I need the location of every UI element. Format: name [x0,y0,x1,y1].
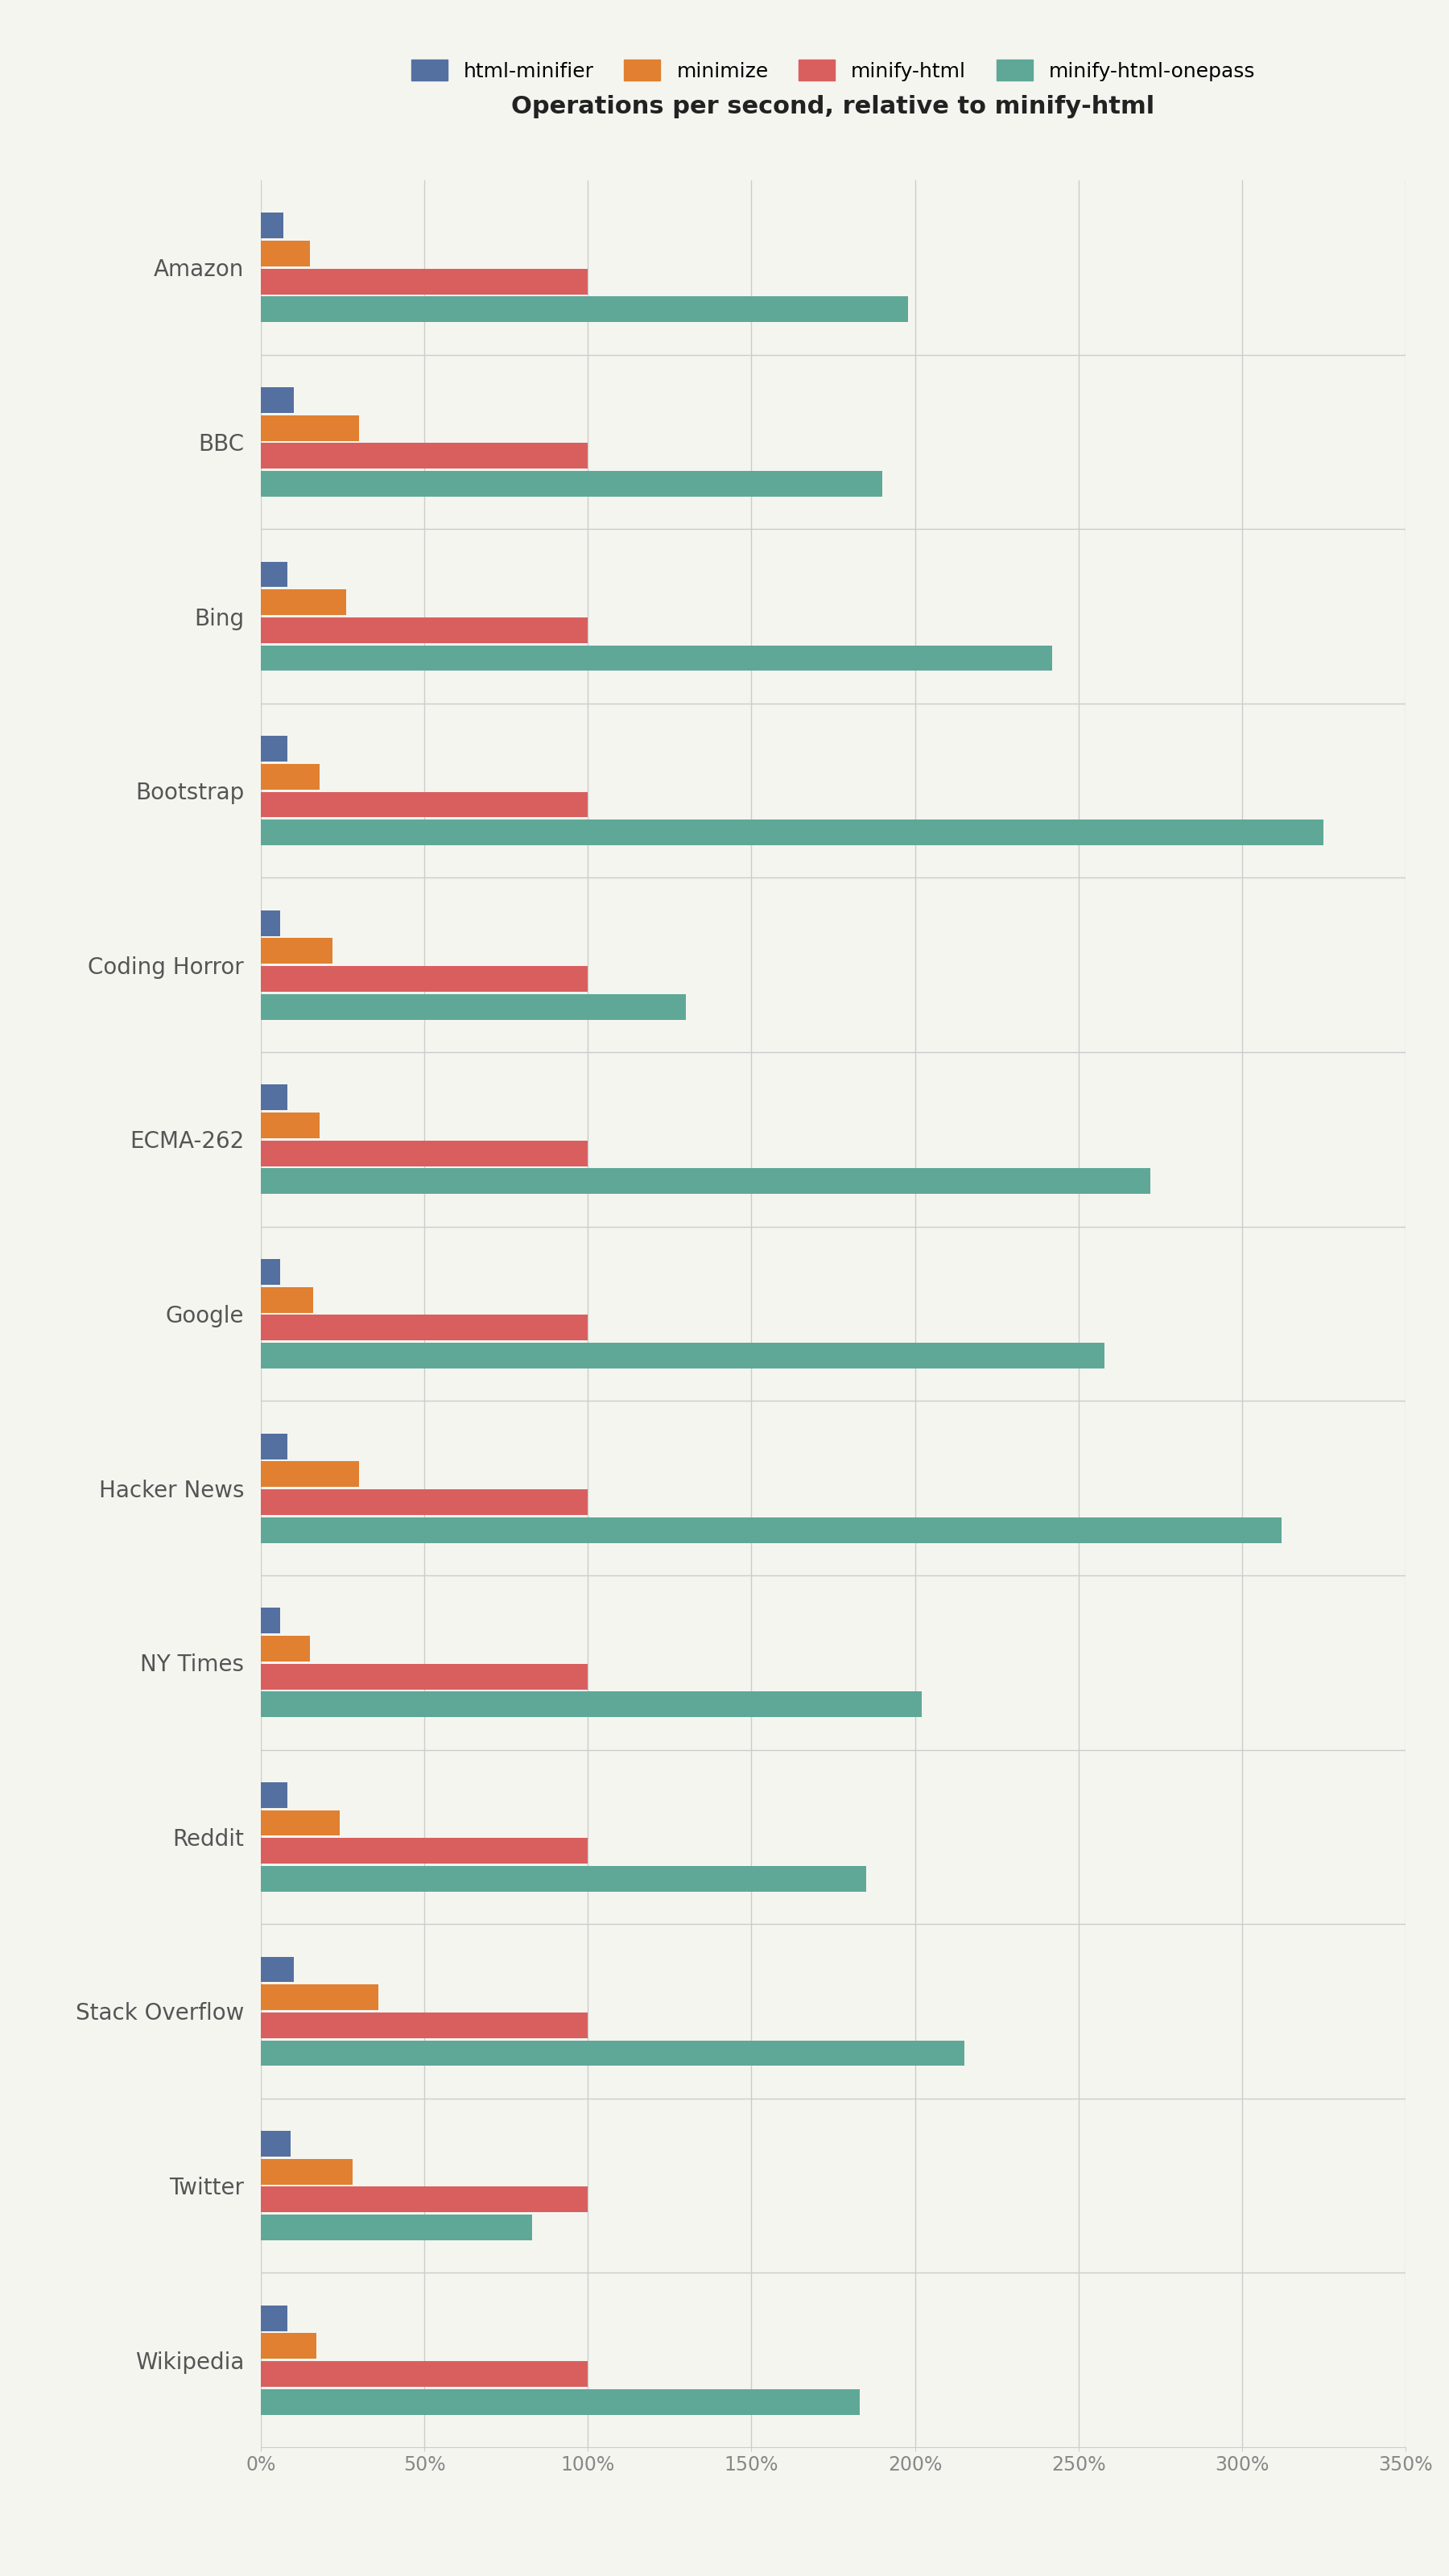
Bar [261,2215,532,2241]
Bar [261,1314,588,1340]
Bar [261,1461,359,1486]
Bar [261,268,588,294]
Bar [261,471,882,497]
Bar [261,1113,320,1139]
Bar [261,938,333,963]
Bar [261,909,281,935]
Bar [261,1783,287,1808]
Bar [261,1489,588,1515]
Bar [261,1288,313,1314]
Bar [261,2012,588,2038]
Bar [261,1958,294,1984]
Bar [261,1260,281,1285]
Bar [261,2388,859,2414]
Bar [261,765,320,788]
Bar [261,618,588,644]
Bar [261,1811,339,1837]
Bar [261,2362,588,2388]
Bar [261,2187,588,2213]
Bar [261,2159,352,2184]
Bar [261,1984,378,2009]
Bar [261,2040,964,2066]
Bar [261,737,287,762]
Bar [261,791,588,817]
Bar [261,994,685,1020]
Bar [261,415,359,440]
Bar [261,644,1052,670]
Bar [261,1865,867,1891]
Legend: html-minifier, minimize, minify-html, minify-html-onepass: html-minifier, minimize, minify-html, mi… [401,49,1265,90]
Bar [261,966,588,992]
Bar [261,2130,290,2156]
Bar [261,1342,1104,1368]
Bar [261,1141,588,1167]
Bar [261,443,588,469]
Bar [261,240,310,265]
Bar [261,819,1324,845]
Bar [261,386,294,412]
Bar [261,1084,287,1110]
Bar [261,1517,1281,1543]
Bar [261,562,287,587]
Bar [261,1664,588,1690]
Bar [261,2334,316,2360]
Bar [261,590,346,616]
Bar [261,1607,281,1633]
Bar [261,1170,1151,1195]
Bar [261,2306,287,2331]
Bar [261,214,284,240]
Title: Operations per second, relative to minify-html: Operations per second, relative to minif… [511,95,1155,118]
Bar [261,1839,588,1862]
Bar [261,1432,287,1458]
Bar [261,1636,310,1662]
Bar [261,1692,922,1718]
Bar [261,296,909,322]
